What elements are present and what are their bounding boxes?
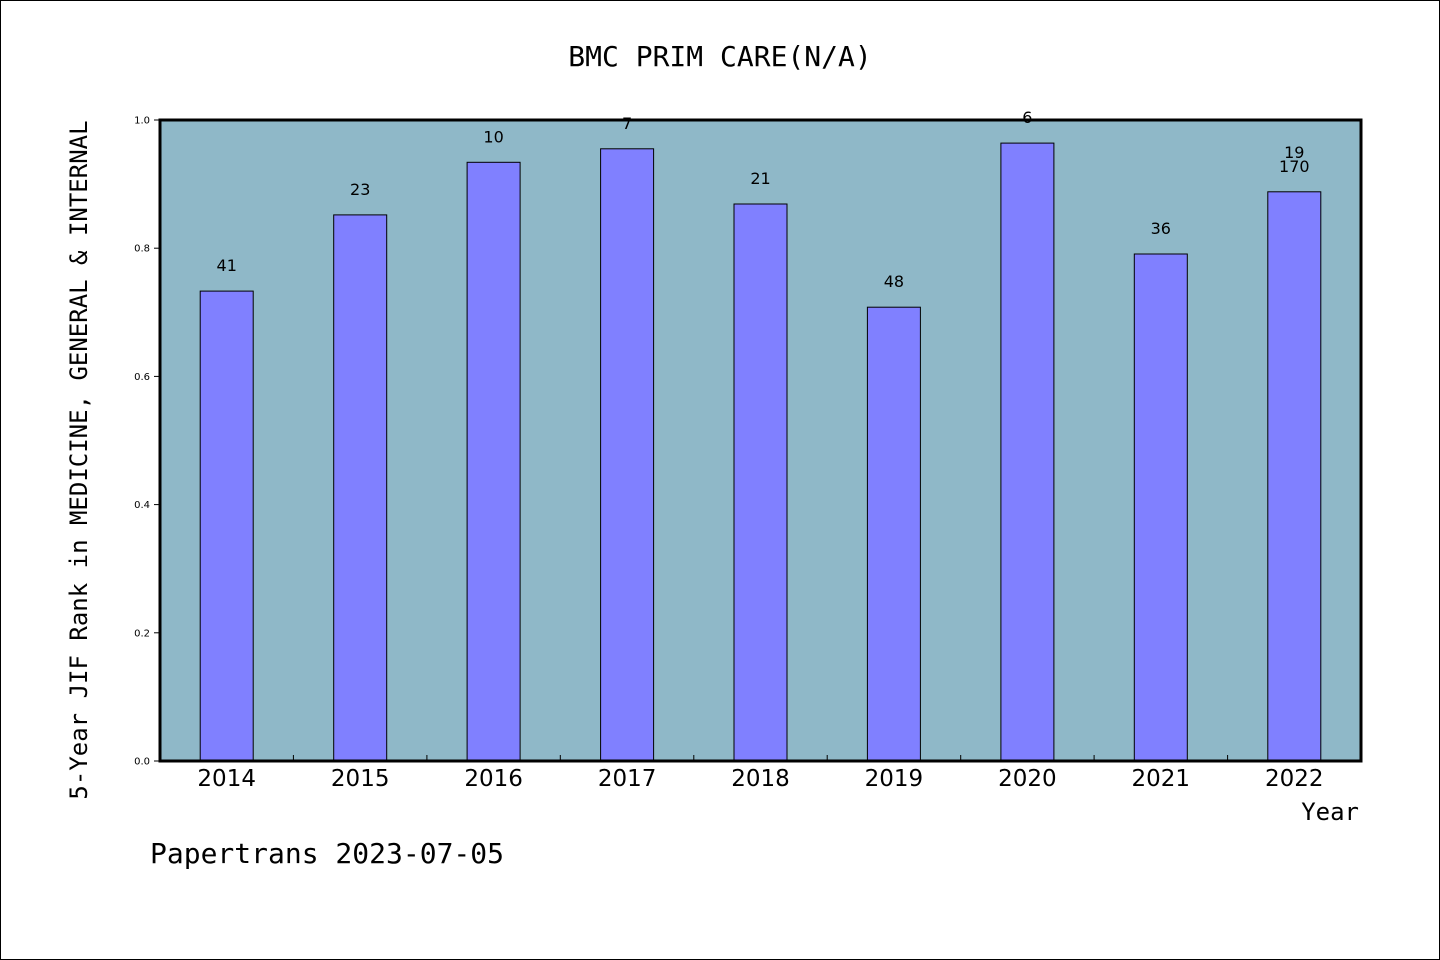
x-tick-label-2018: 2018	[731, 766, 790, 792]
footer-credit: Papertrans 2023-07-05	[150, 837, 504, 870]
bar-2022	[1267, 191, 1322, 762]
x-tick-label-2017: 2017	[598, 766, 657, 792]
data-label-2020: 6	[1022, 108, 1032, 127]
data-label-2017: 7	[622, 114, 632, 133]
bar-2016	[466, 161, 521, 762]
data-label-2016: 10	[483, 127, 503, 146]
x-tick-label-2022: 2022	[1265, 766, 1324, 792]
bar-2018	[733, 203, 788, 762]
data-label-2018: 21	[750, 169, 770, 188]
y-tick-label-0.0: 0.0	[134, 757, 150, 768]
data-label-2014: 41	[217, 256, 237, 275]
chart-title: BMC PRIM CARE(N/A)	[568, 40, 871, 73]
x-tick-label-2019: 2019	[865, 766, 924, 792]
data-label-2015: 23	[350, 180, 370, 199]
bar-2017	[600, 148, 655, 762]
bar-2015	[333, 214, 388, 762]
x-tick-label-2016: 2016	[464, 766, 523, 792]
y-tick-label-0.8: 0.8	[134, 244, 150, 255]
y-tick-label-0.2: 0.2	[134, 628, 150, 639]
y-axis-ticks: 0.0 0.2 0.4 0.6 0.8 1.0	[134, 116, 160, 768]
bar-2020	[1000, 142, 1055, 762]
x-tick-label-2015: 2015	[331, 766, 390, 792]
plot-border	[158, 118, 1363, 763]
data-label-2019: 48	[884, 272, 904, 291]
y-tick-label-0.6: 0.6	[134, 372, 150, 383]
data-label-2022: 170	[1279, 157, 1310, 176]
bars-group	[199, 142, 1322, 762]
y-axis-label: 5-Year JIF Rank in MEDICINE, GENERAL & I…	[65, 120, 93, 799]
bar-2019	[866, 306, 921, 762]
bar-2021	[1133, 253, 1188, 762]
y-tick-label-1.0: 1.0	[134, 116, 150, 127]
x-axis-label: Year	[1301, 798, 1359, 826]
x-tick-label-2020: 2020	[998, 766, 1057, 792]
x-tick-label-2021: 2021	[1132, 766, 1191, 792]
data-label-2021: 36	[1151, 219, 1171, 238]
x-tick-label-2014: 2014	[197, 766, 256, 792]
y-tick-label-0.4: 0.4	[134, 500, 150, 511]
bar-2014	[199, 290, 254, 762]
extra-label-2022: 19	[1284, 143, 1304, 162]
x-axis-ticks: 2014 2015 2016 2017 2018 2019 2020 2021 2022	[197, 755, 1324, 792]
